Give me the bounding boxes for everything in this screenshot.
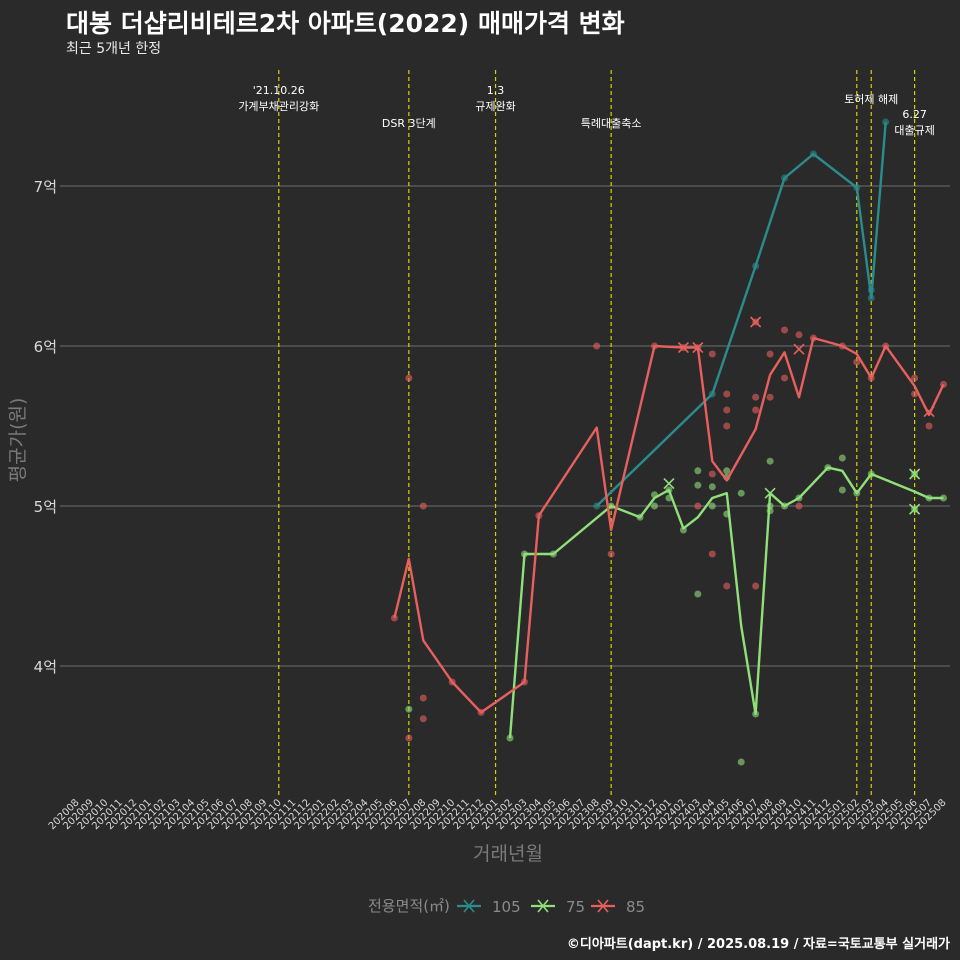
y-tick-label: 7억 [34,178,57,196]
y-tick-label: 4억 [34,658,57,676]
data-point [737,489,745,497]
series-75 [405,454,947,766]
data-point [694,467,702,475]
legend-swatch-cross [597,899,609,913]
cross-marker [750,316,762,328]
cross-marker [793,343,805,355]
legend-title: 전용면적(㎡) [368,897,450,915]
cross-marker [677,342,689,354]
event-label: 대출규제 [894,124,934,137]
event-label: 6.27 [902,108,927,121]
event-label: 가계부채관리강화 [238,100,319,113]
event-label: 특례대출축소 [581,117,642,130]
y-axis-ticks: 4억 5억 6억 7억 [34,178,57,676]
data-point [752,406,760,414]
data-point [752,393,760,401]
data-point [795,331,803,339]
data-point [781,374,789,382]
legend-entry-75: 75 [531,898,585,916]
x-axis-label: 거래년월 [473,843,543,865]
data-point [419,502,427,510]
data-point [838,486,846,494]
data-point [795,502,803,510]
event-label: 1.3 [487,84,505,97]
data-point [708,470,716,478]
series-105 [593,118,890,510]
data-point [766,350,774,358]
data-point [723,390,731,398]
event-label: 규제완화 [475,100,515,113]
data-point [419,715,427,723]
data-point [708,550,716,558]
data-point [405,734,413,742]
data-point [723,582,731,590]
series-layer [390,118,947,766]
cross-marker [923,406,935,418]
data-point [911,374,919,382]
cross-marker [692,342,704,354]
gridlines [60,185,950,667]
series-line [393,336,945,714]
data-point [405,374,413,382]
data-point [766,393,774,401]
data-point [405,705,413,713]
data-point [694,481,702,489]
legend-swatch-cross [537,899,549,913]
legend-entry-105: 105 [457,898,521,916]
x-axis-ticks: 2020082020092020102020112020122021012021… [47,797,949,832]
cross-marker [909,503,921,515]
data-point [925,422,933,430]
data-point [593,342,601,350]
data-point [723,406,731,414]
data-point [607,550,615,558]
data-point [911,390,919,398]
data-point [694,590,702,598]
y-tick-label: 6억 [34,338,57,356]
data-point [708,483,716,491]
y-axis-label: 평균가(원) [7,398,29,483]
legend-label: 105 [492,898,521,916]
data-point [419,694,427,702]
series-line [595,121,887,507]
data-point [838,454,846,462]
data-point [708,350,716,358]
cross-marker [764,487,776,499]
data-point [781,326,789,334]
data-point [853,358,861,366]
chart-title: 대봉 더샵리비테르2차 아파트(2022) 매매가격 변화 [66,9,625,38]
series-85 [390,316,947,742]
event-label: '21.10.26 [253,84,305,97]
legend-entry-85: 85 [591,898,645,916]
data-point [651,502,658,510]
legend-swatch-cross [463,899,475,913]
event-label: DSR 3단계 [382,117,436,130]
data-point [723,467,731,475]
chart-subtitle: 최근 5개년 한정 [66,41,162,57]
y-tick-label: 5억 [34,498,57,516]
series-line [508,466,944,739]
data-point [694,502,702,510]
cross-marker [909,468,921,480]
data-point [752,582,760,590]
legend-label: 85 [626,898,645,916]
cross-marker [663,478,675,490]
data-point [708,502,716,510]
data-point [723,422,731,430]
event-label: 토허제 해제 [844,92,898,106]
legend-label: 75 [566,898,585,916]
source-caption: ©디아파트(dapt.kr) / 2025.08.19 / 자료=국토교통부 실… [566,937,950,952]
data-point [766,457,774,465]
legend: 전용면적(㎡) 105 75 85 [368,897,645,916]
data-point [737,758,745,766]
